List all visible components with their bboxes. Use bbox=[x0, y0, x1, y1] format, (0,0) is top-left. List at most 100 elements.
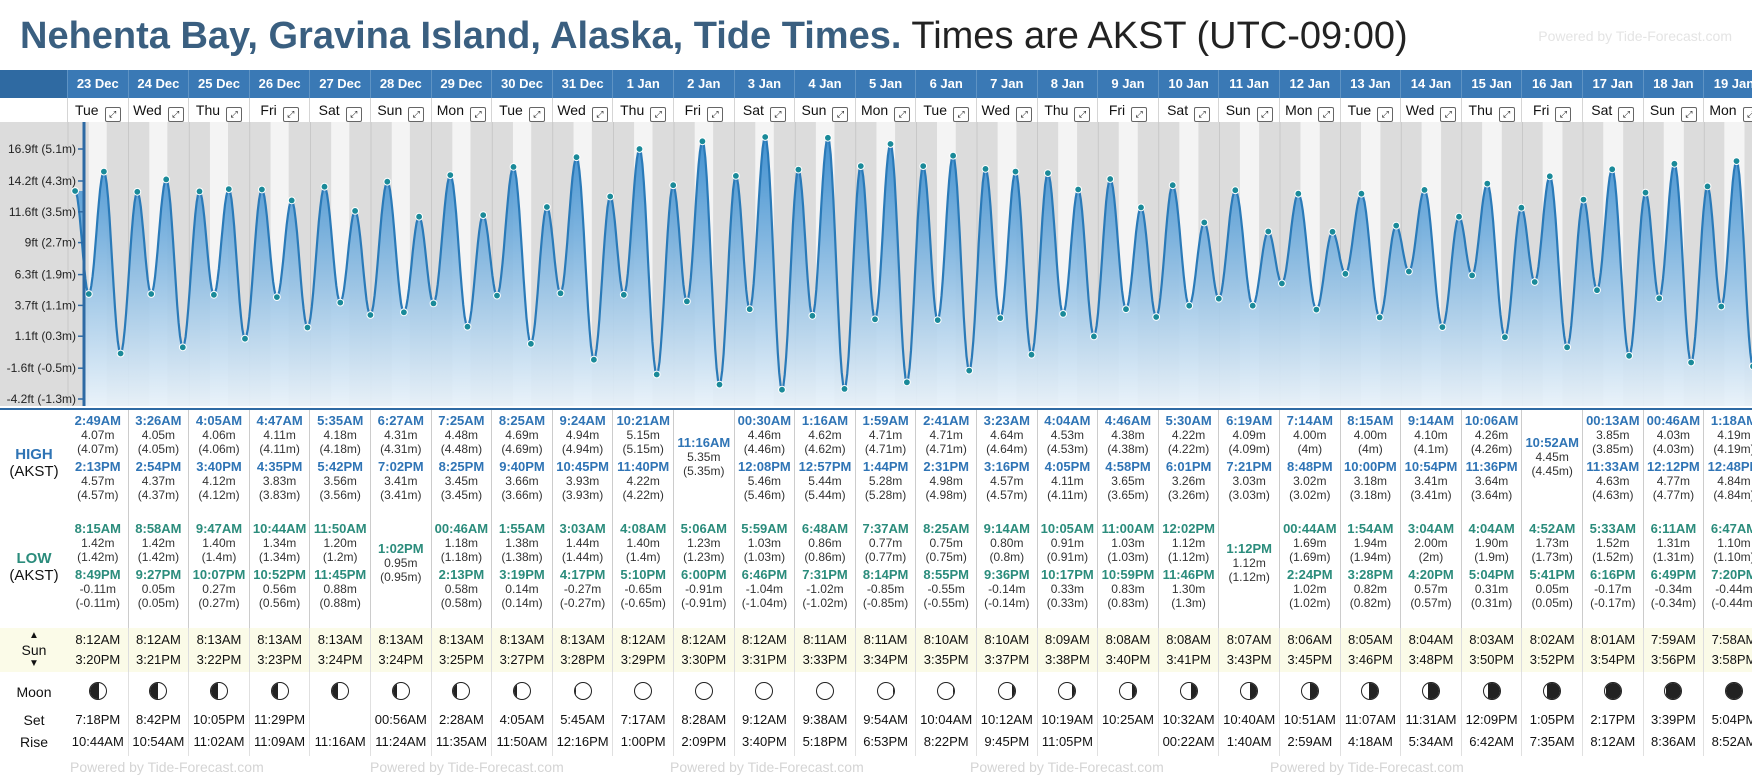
tide-height-alt: (4.62m) bbox=[804, 442, 846, 456]
expand-icon[interactable]: ⤢ bbox=[226, 107, 243, 122]
moon-shadow bbox=[1369, 683, 1379, 699]
expand-icon[interactable]: ⤢ bbox=[1377, 107, 1394, 122]
high-tide-point bbox=[1231, 186, 1240, 195]
tide-height-alt: (4m) bbox=[1297, 442, 1323, 456]
expand-icon[interactable]: ⤢ bbox=[1074, 107, 1091, 122]
expand-icon[interactable]: ⤢ bbox=[894, 107, 911, 122]
tide-time: 3:19PM bbox=[499, 567, 545, 582]
high-label: HIGH (AKST) bbox=[9, 446, 59, 480]
moonset-time: 12:09PM bbox=[1465, 712, 1518, 727]
tide-height: 3.45m bbox=[444, 474, 479, 488]
tide-time: 2:54PM bbox=[135, 459, 182, 474]
low-tide-point bbox=[1152, 313, 1161, 321]
weekday-label: Sat bbox=[1167, 102, 1189, 118]
moonset-time: 2:28AM bbox=[438, 712, 484, 727]
high-tide-entry: 9:14AM 4.10m (4.1m) bbox=[1401, 414, 1461, 457]
tide-height-alt: (4.94m) bbox=[561, 442, 604, 456]
expand-icon[interactable]: ⤢ bbox=[952, 107, 969, 122]
tide-height-alt: (4.22m) bbox=[1167, 442, 1210, 456]
expand-icon[interactable]: ⤢ bbox=[1555, 107, 1572, 122]
high-tide-point bbox=[1517, 203, 1526, 212]
tide-height: 0.14m bbox=[505, 582, 539, 596]
expand-icon[interactable]: ⤢ bbox=[706, 107, 723, 122]
tide-time: 00:30AM bbox=[737, 413, 792, 428]
weekday-cell: Sun ⤢ bbox=[795, 98, 856, 122]
low-tide-point bbox=[556, 289, 565, 298]
moonrise-time: 7:35AM bbox=[1529, 734, 1575, 749]
tide-height-alt: (1.42m) bbox=[137, 550, 180, 564]
high-tide-entry: 4:58PM 3.65m (3.65m) bbox=[1098, 460, 1158, 503]
moonrise-time: 5:18PM bbox=[802, 734, 848, 749]
sun-cell: 8:13AM 3:24PM bbox=[310, 628, 371, 672]
moonset-time: 8:28AM bbox=[681, 712, 727, 727]
expand-icon[interactable]: ⤢ bbox=[1016, 107, 1033, 122]
low-tide-point bbox=[366, 311, 375, 319]
expand-icon[interactable]: ⤢ bbox=[1742, 107, 1752, 122]
sun-cell: 8:13AM 3:23PM bbox=[250, 628, 311, 672]
low-tide-entry: 9:27PM 0.05m (0.05m) bbox=[129, 568, 189, 611]
tide-height-alt: (1.03m) bbox=[1107, 550, 1149, 564]
low-tide-entry: 9:47AM 1.40m (1.4m) bbox=[189, 522, 249, 565]
tide-height: 4.62m bbox=[808, 428, 842, 442]
low-tide-point bbox=[1059, 310, 1067, 318]
tide-time: 2:13PM bbox=[75, 459, 121, 474]
sunrise-time: 8:12AM bbox=[75, 632, 121, 647]
expand-icon[interactable]: ⤢ bbox=[1440, 107, 1457, 122]
tide-height: 0.77m bbox=[868, 536, 903, 550]
sunset-time: 3:41PM bbox=[1166, 652, 1211, 667]
watermark-text: Powered by Tide-Forecast.com bbox=[1270, 759, 1464, 775]
expand-icon[interactable]: ⤢ bbox=[470, 107, 486, 122]
expand-icon[interactable]: ⤢ bbox=[832, 107, 849, 122]
tide-height: 3.41m bbox=[1414, 474, 1448, 488]
expand-icon[interactable]: ⤢ bbox=[1498, 107, 1515, 122]
high-tide-entry: 4:05PM 4.11m (4.11m) bbox=[1038, 460, 1098, 503]
expand-icon[interactable]: ⤢ bbox=[1194, 107, 1211, 122]
tide-height-alt: (1.31m) bbox=[1652, 550, 1695, 564]
expand-icon[interactable]: ⤢ bbox=[408, 107, 425, 122]
expand-icon[interactable]: ⤢ bbox=[1618, 107, 1635, 122]
tide-height: 4.53m bbox=[1050, 428, 1085, 442]
high-tide-point bbox=[1200, 218, 1209, 227]
expand-icon[interactable]: ⤢ bbox=[1318, 107, 1335, 122]
expand-icon[interactable]: ⤢ bbox=[1131, 107, 1148, 122]
tide-time: 5:06AM bbox=[680, 521, 727, 536]
tide-height: 3.65m bbox=[1111, 474, 1145, 488]
low-tide-entry: 3:04AM 2.00m (2m) bbox=[1401, 522, 1461, 565]
weekday-label: Sun bbox=[1225, 102, 1251, 118]
weekday-label: Sat bbox=[318, 102, 340, 118]
moon-cell: 11:29PM 11:09AM bbox=[250, 672, 311, 756]
low-tide-entry: 3:19PM 0.14m (0.14m) bbox=[492, 567, 552, 611]
expand-icon[interactable]: ⤢ bbox=[345, 107, 362, 122]
high-tide-entry: 10:06AM 4.26m (4.26m) bbox=[1462, 414, 1522, 457]
tide-time: 4:17PM bbox=[559, 567, 606, 582]
expand-icon[interactable]: ⤢ bbox=[1256, 107, 1273, 122]
moon-phase-icon bbox=[876, 682, 895, 700]
high-tide-point bbox=[1011, 167, 1020, 176]
tide-height-alt: (4.77m) bbox=[1652, 488, 1695, 502]
expand-icon[interactable]: ⤢ bbox=[591, 107, 608, 122]
low-tide-entry: 11:50AM 1.20m (1.2m) bbox=[310, 522, 370, 565]
expand-icon[interactable]: ⤢ bbox=[528, 107, 545, 122]
tide-height-alt: (0.75m) bbox=[925, 550, 967, 564]
expand-icon[interactable]: ⤢ bbox=[282, 107, 299, 122]
sunset-time: 3:21PM bbox=[135, 652, 181, 667]
high-tide-point bbox=[824, 133, 832, 142]
expand-icon[interactable]: ⤢ bbox=[769, 107, 786, 122]
high-tide-point bbox=[1168, 181, 1177, 190]
expand-icon[interactable]: ⤢ bbox=[650, 107, 667, 122]
low-tide-entry: 00:46AM 1.18m (1.18m) bbox=[432, 522, 492, 565]
moonset-time: 10:04AM bbox=[920, 712, 973, 727]
moonset-time: 9:12AM bbox=[741, 712, 787, 727]
moonset-time: 11:29PM bbox=[254, 712, 306, 727]
moon-shadow bbox=[1071, 683, 1076, 699]
high-tide-entry: 10:45PM 3.93m (3.93m) bbox=[553, 460, 613, 503]
tide-height: -0.91m bbox=[685, 582, 723, 596]
moon-shadow bbox=[892, 683, 894, 699]
weekday-label: Wed bbox=[1405, 102, 1435, 118]
weekday-cell: Sat ⤢ bbox=[735, 98, 796, 122]
expand-icon[interactable]: ⤢ bbox=[1680, 107, 1697, 122]
sun-cell: 8:12AM 3:20PM bbox=[68, 628, 129, 672]
low-tide-entry: 6:16PM -0.17m (-0.17m) bbox=[1583, 568, 1643, 611]
expand-icon[interactable]: ⤢ bbox=[167, 107, 184, 122]
expand-icon[interactable]: ⤢ bbox=[104, 107, 121, 122]
